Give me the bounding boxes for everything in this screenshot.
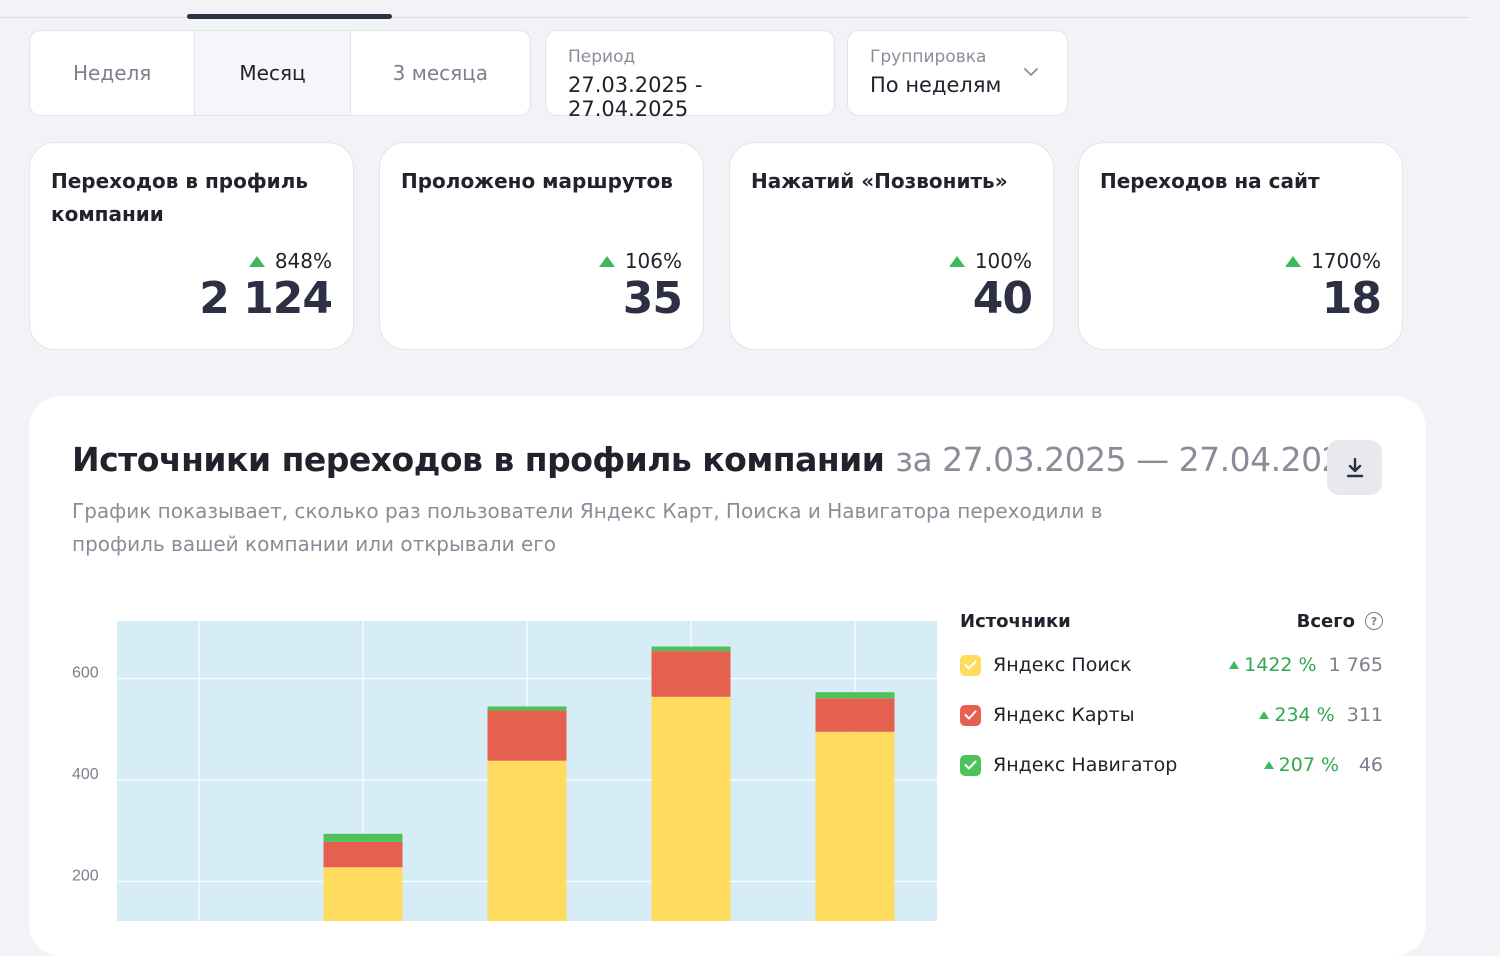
legend-item-change: 207 %	[1263, 754, 1339, 776]
chart-bar-segment	[651, 646, 731, 652]
chart-bar-segment	[487, 710, 567, 761]
legend-header-total: Всего?	[1297, 611, 1383, 632]
stat-card-change: 106%	[598, 249, 682, 273]
period-field-label: Период	[568, 47, 636, 67]
chart-bar-segment	[815, 692, 895, 699]
stat-card-title: Переходов на сайт	[1100, 169, 1320, 193]
period-segmented-control: Неделя Месяц 3 месяца	[29, 30, 531, 116]
help-icon[interactable]: ?	[1365, 612, 1383, 630]
period-tab-month[interactable]: Месяц	[194, 31, 350, 115]
period-tab-week[interactable]: Неделя	[73, 61, 152, 85]
stat-card-routes[interactable]: Проложено маршрутов 106% 35	[379, 142, 704, 350]
stat-card-profile-visits[interactable]: Переходов в профиль компании 848% 2 124	[29, 142, 354, 350]
stat-card-title: Переходов в профиль компании	[51, 169, 308, 226]
legend-checkbox-search[interactable]	[960, 654, 981, 676]
period-tab-3months[interactable]: 3 месяца	[349, 31, 530, 115]
stat-card-change: 100%	[948, 249, 1032, 273]
trend-up-icon	[948, 255, 965, 267]
stat-card-site-visits[interactable]: Переходов на сайт 1700% 18	[1078, 142, 1403, 350]
chart-y-tick-label: 200	[72, 868, 99, 885]
grouping-select[interactable]: Группировка По неделям	[847, 30, 1068, 116]
trend-up-icon	[1263, 761, 1274, 769]
legend-item: Яндекс Поиск 1422 % 1 765	[960, 640, 1383, 690]
chart-bar-segment	[815, 698, 895, 732]
legend-item-change: 1422 %	[1229, 654, 1317, 676]
panel-title-text: Источники переходов в профиль компании	[72, 440, 885, 479]
trend-up-icon	[1259, 711, 1270, 719]
stat-card-value: 40	[972, 273, 1033, 324]
stat-card-change: 848%	[248, 249, 332, 273]
top-tabs-divider	[0, 17, 1470, 18]
chevron-down-icon	[1024, 68, 1038, 76]
chart-bar-segment	[323, 867, 403, 921]
legend-item-total: 1 765	[1328, 654, 1383, 676]
legend-checkbox-maps[interactable]	[960, 704, 981, 726]
trend-up-icon	[598, 255, 615, 267]
chart-bar-segment	[323, 833, 403, 842]
grouping-field-label: Группировка	[870, 47, 987, 67]
stat-card-value: 18	[1321, 273, 1382, 324]
download-icon	[1346, 457, 1363, 477]
panel-description: График показывает, сколько раз пользоват…	[72, 499, 1103, 556]
sources-legend: Источники Всего? Яндекс Поиск 1422 % 1 7…	[960, 606, 1383, 790]
legend-header: Источники Всего?	[960, 606, 1383, 636]
chart-y-tick-label: 400	[72, 766, 99, 783]
legend-item: Яндекс Навигатор 207 % 46	[960, 740, 1383, 790]
stat-change-value: 848%	[274, 249, 332, 273]
legend-checkbox-navigator[interactable]	[960, 754, 981, 776]
legend-change-value: 1422 %	[1244, 654, 1317, 676]
check-icon	[964, 710, 977, 720]
trend-up-icon	[1285, 255, 1302, 267]
stat-card-title: Проложено маршрутов	[401, 169, 673, 193]
legend-header-sources: Источники	[960, 610, 1071, 632]
chart-y-tick-label: 600	[72, 665, 99, 682]
period-field-value: 27.03.2025 - 27.04.2025	[568, 73, 703, 121]
stat-change-value: 100%	[974, 249, 1032, 273]
trend-up-icon	[248, 255, 265, 267]
legend-item-name: Яндекс Карты	[993, 704, 1135, 726]
check-icon	[964, 660, 977, 670]
panel-title-period: за 27.03.2025 — 27.04.2025	[895, 440, 1363, 479]
legend-change-value: 234 %	[1274, 704, 1335, 726]
legend-item: Яндекс Карты 234 % 311	[960, 690, 1383, 740]
legend-change-value: 207 %	[1278, 754, 1339, 776]
stat-card-change: 1700%	[1285, 249, 1381, 273]
legend-item-name: Яндекс Навигатор	[993, 754, 1178, 776]
chart-bar-segment	[487, 760, 567, 921]
stat-card-calls[interactable]: Нажатий «Позвонить» 100% 40	[729, 142, 1054, 350]
chart-bar-segment	[487, 706, 567, 711]
panel-title: Источники переходов в профиль компании з…	[72, 440, 1363, 479]
chart-bar-segment	[815, 731, 895, 921]
legend-item-total: 311	[1346, 704, 1383, 726]
stat-change-value: 106%	[624, 249, 682, 273]
stat-card-value: 2 124	[199, 273, 333, 324]
legend-header-total-label: Всего	[1296, 610, 1355, 632]
stat-card-value: 35	[622, 273, 683, 324]
legend-item-change: 234 %	[1259, 704, 1335, 726]
legend-item-total: 46	[1358, 754, 1383, 776]
top-tab-active-indicator	[187, 14, 392, 19]
legend-item-name: Яндекс Поиск	[993, 654, 1132, 676]
stat-card-title: Нажатий «Позвонить»	[751, 169, 1008, 193]
stat-change-value: 1700%	[1311, 249, 1381, 273]
chart-bar-segment	[651, 651, 731, 697]
trend-up-icon	[1229, 661, 1240, 669]
download-button[interactable]	[1327, 440, 1382, 495]
chart-bar-segment	[651, 696, 731, 921]
chart-bar-segment	[323, 841, 403, 868]
period-date-field[interactable]: Период 27.03.2025 - 27.04.2025	[545, 30, 835, 121]
sources-stacked-bar-chart: 200 400 600	[72, 621, 937, 921]
sources-panel: Источники переходов в профиль компании з…	[29, 396, 1426, 956]
check-icon	[964, 760, 977, 770]
grouping-field-value: По неделям	[870, 73, 1002, 97]
